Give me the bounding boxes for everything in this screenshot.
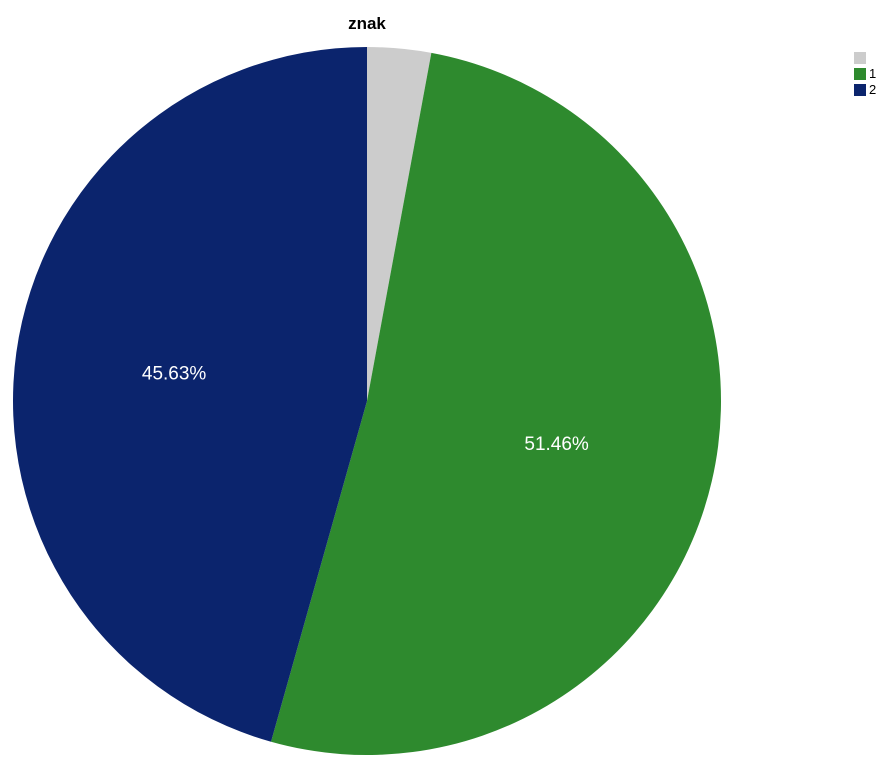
pie-slices [13,47,722,756]
pie-data-labels: 51.46% 45.63% [142,363,589,455]
legend-item [854,50,876,66]
pie-slice-2 [13,47,368,742]
legend-swatch [854,68,866,80]
slice-data-label: 45.63% [142,363,207,384]
legend-item: 2 [854,82,876,98]
chart-title: znak [348,14,386,33]
slice-data-label: 51.46% [524,434,589,455]
pie-slice-1 [271,52,722,756]
legend-item: 1 [854,66,876,82]
legend-swatch [854,84,866,96]
legend-label: 2 [869,82,877,97]
legend-label: 1 [869,66,877,81]
legend: 1 2 [854,50,876,98]
legend-swatch [854,52,866,64]
pie-slice-blank [367,47,432,401]
